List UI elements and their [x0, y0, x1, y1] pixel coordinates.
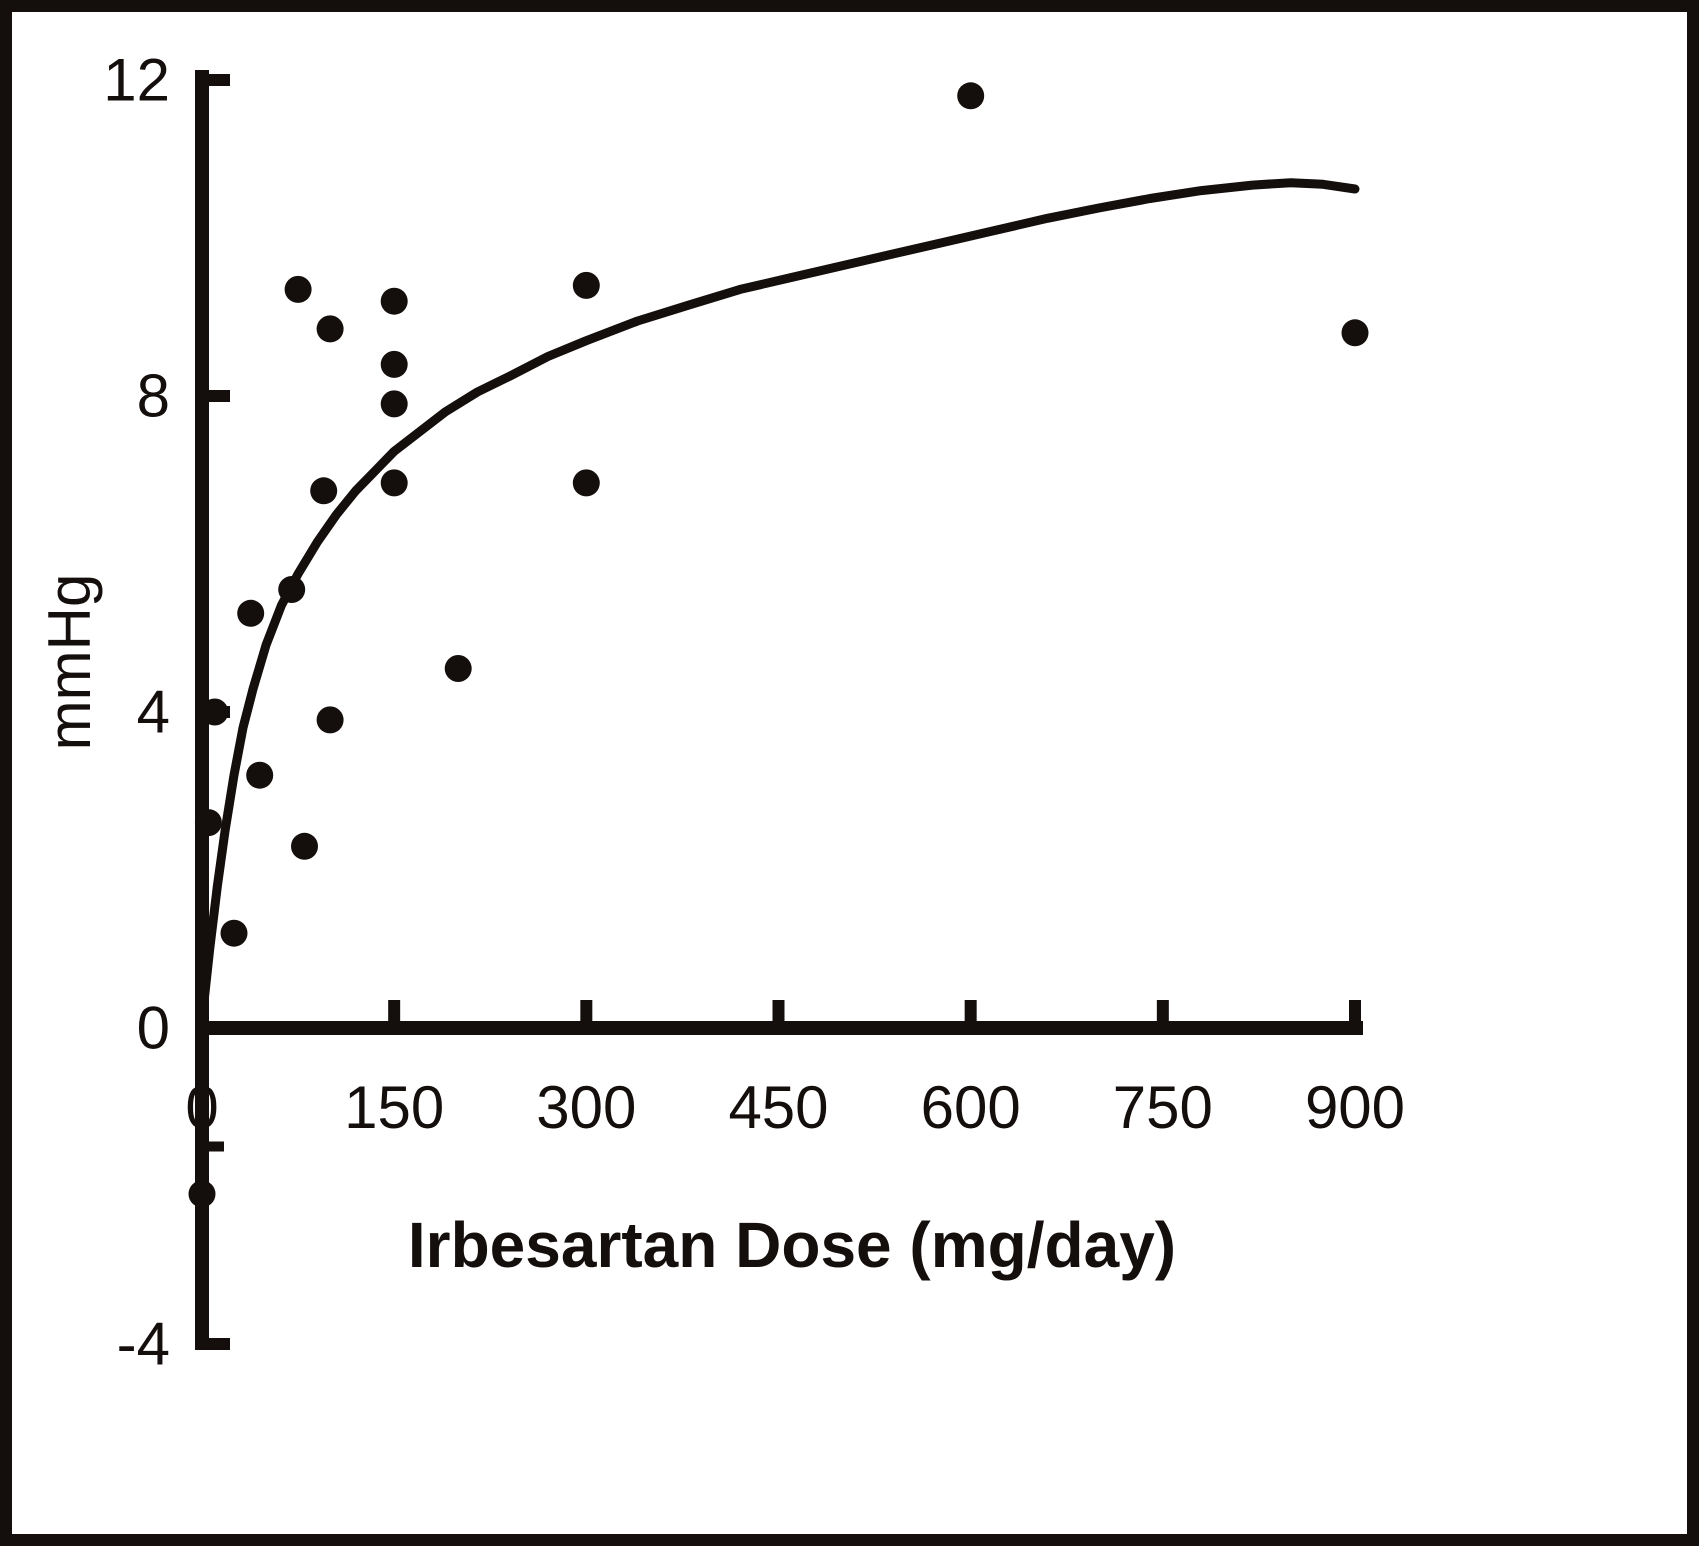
data-point: [380, 287, 408, 315]
data-point: [380, 350, 408, 378]
y-tick-label: 12: [103, 47, 170, 114]
y-tick-label: 0: [137, 995, 170, 1062]
data-point: [380, 469, 408, 497]
x-tick-label: 900: [1305, 1074, 1405, 1141]
data-point: [1341, 319, 1369, 347]
data-point: [201, 698, 229, 726]
data-point: [572, 469, 600, 497]
y-axis-title: mmHg: [36, 574, 103, 751]
x-tick-label: 300: [536, 1074, 636, 1141]
data-point: [316, 706, 344, 734]
data-point: [194, 809, 222, 837]
x-tick-label: 600: [921, 1074, 1021, 1141]
axes: [195, 70, 1363, 1350]
y-tick-label: 4: [137, 679, 170, 746]
data-point: [380, 390, 408, 418]
data-point: [316, 315, 344, 343]
data-point: [237, 599, 265, 627]
data-point: [220, 919, 248, 947]
fitted-curve-layer: [198, 178, 1360, 1013]
fitted-curve-path: [198, 178, 1360, 1013]
data-point: [957, 82, 985, 110]
x-tick-label: 750: [1113, 1074, 1213, 1141]
x-tick-label: 450: [728, 1074, 828, 1141]
data-point: [572, 271, 600, 299]
data-point: [444, 655, 472, 682]
data-point: [284, 275, 312, 303]
x-tick-label: 150: [344, 1074, 444, 1141]
y-tick-label: 8: [137, 363, 170, 430]
data-point: [310, 477, 338, 505]
data-points-layer: [188, 82, 1369, 1208]
data-point: [291, 832, 318, 860]
x-axis-title: Irbesartan Dose (mg/day): [408, 1209, 1176, 1281]
data-point: [246, 761, 274, 789]
x-tick-label: 0: [185, 1074, 218, 1141]
data-point: [278, 576, 306, 603]
y-tick-label: -4: [117, 1311, 170, 1378]
dose-response-chart: 12 8 4 0 -4 0 150 300 450 600 750 900 mmHg Irbesart…: [36, 47, 1405, 1378]
data-point: [188, 1180, 216, 1208]
tick-labels-layer: 12 8 4 0 -4 0 150 300 450 600 750 900: [103, 47, 1405, 1378]
